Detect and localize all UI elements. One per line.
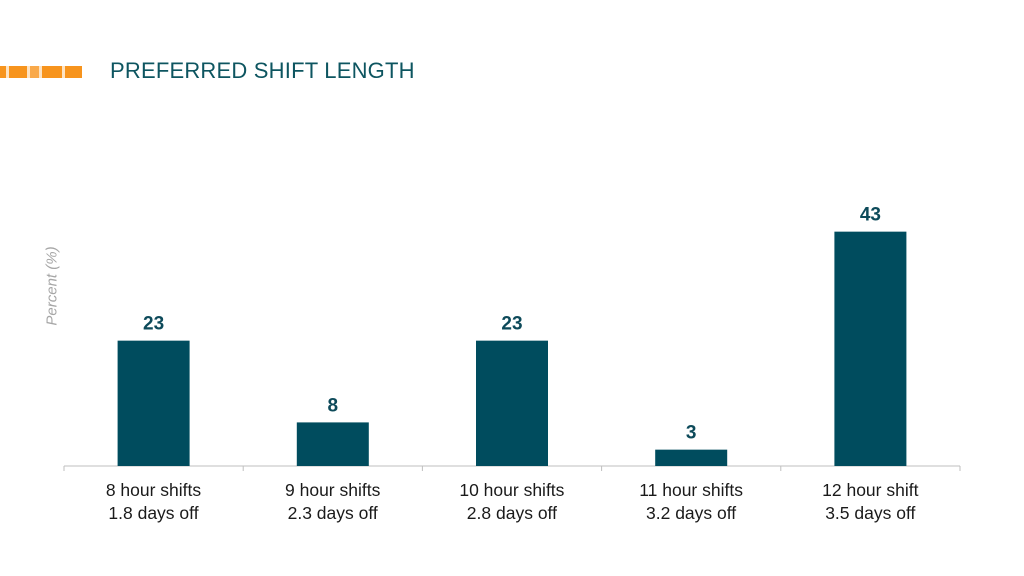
bar: [476, 340, 548, 466]
category-label: 8 hour shifts 1.8 days off: [64, 479, 243, 525]
category-label-line: 2.3 days off: [287, 503, 378, 523]
bar: [655, 449, 728, 466]
data-label: 43: [860, 205, 881, 226]
category-label-line: 3.2 days off: [646, 503, 737, 523]
category-label-line: 11 hour shifts: [639, 480, 743, 500]
category-label-line: 9 hour shifts: [285, 480, 381, 500]
data-label: 23: [501, 314, 522, 335]
bar: [296, 422, 369, 466]
category-label-line: 1.8 days off: [108, 503, 199, 523]
category-label-line: 8 hour shifts: [105, 480, 202, 500]
decorative-accent-bar: [0, 66, 82, 78]
category-label: 12 hour shift 3.5 days off: [781, 479, 960, 525]
slide-title: PREFERRED SHIFT LENGTH: [110, 58, 415, 83]
data-label: 8: [328, 395, 339, 416]
category-label: 9 hour shifts 2.3 days off: [243, 479, 422, 525]
category-label: 11 hour shifts 3.2 days off: [602, 479, 781, 525]
category-label: 10 hour shifts 2.8 days off: [422, 479, 601, 525]
category-label-line: 2.8 days off: [466, 503, 557, 523]
bar: [834, 231, 907, 466]
data-label: 3: [686, 423, 697, 444]
category-label-line: 10 hour shifts: [459, 480, 565, 500]
category-label-line: 3.5 days off: [825, 503, 916, 523]
category-label-line: 12 hour shift: [822, 480, 919, 500]
data-label: 23: [143, 314, 164, 335]
bar: [117, 340, 190, 466]
